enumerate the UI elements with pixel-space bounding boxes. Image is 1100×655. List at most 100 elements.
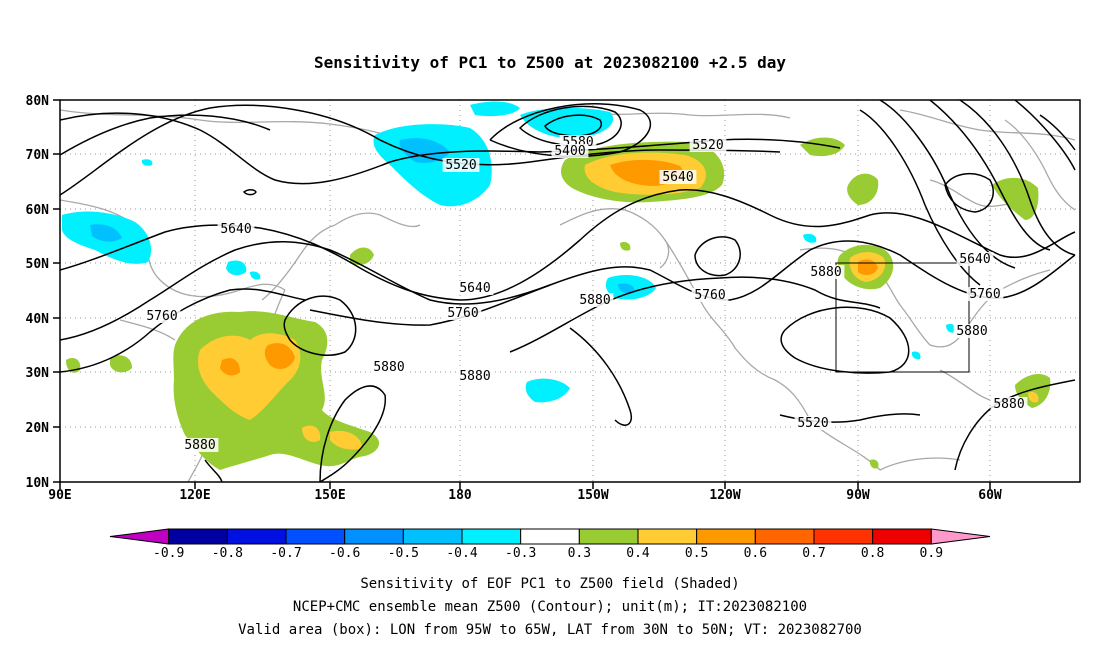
lat-label-30n: 30N — [26, 366, 50, 381]
colorbar-cell — [402, 528, 463, 545]
caption-line-3: Valid area (box): LON from 95W to 65W, L… — [238, 622, 862, 638]
lon-tick-labels: 90E 120E 150E 180 150W 120W 90W 60W — [48, 488, 1002, 503]
contour-label: 5880 — [459, 369, 490, 384]
colorbar-label: 0.4 — [626, 546, 650, 561]
contour-label: 5520 — [797, 416, 828, 431]
colorbar-cell — [578, 528, 639, 545]
contour-label-bg — [990, 397, 1028, 411]
colorbar-label: 0.5 — [685, 546, 708, 561]
contour-label: 5880 — [579, 293, 610, 308]
contour-label: 5880 — [993, 397, 1024, 412]
contour-label: 5880 — [810, 265, 841, 280]
colorbar-label: -0.7 — [270, 546, 301, 561]
colorbar-label: -0.8 — [212, 546, 243, 561]
colorbar-label: -0.5 — [388, 546, 419, 561]
contour-label: 5520 — [445, 158, 476, 173]
contour-label-bg — [456, 281, 494, 295]
contour-label: 5760 — [146, 309, 177, 324]
lat-label-20n: 20N — [26, 421, 50, 436]
colorbar-label: -0.3 — [505, 546, 536, 561]
contour-label-bg — [953, 324, 991, 338]
contour-label-bg — [576, 293, 614, 307]
colorbar-label: -0.9 — [153, 546, 184, 561]
lon-label-120e: 120E — [179, 488, 210, 503]
lon-label-90e: 90E — [48, 488, 71, 503]
caption-line-1: Sensitivity of EOF PC1 to Z500 field (Sh… — [360, 576, 739, 592]
lat-label-60n: 60N — [26, 203, 50, 218]
colorbar-label: 0.7 — [802, 546, 825, 561]
lon-label-150e: 150E — [314, 488, 345, 503]
lat-label-40n: 40N — [26, 312, 50, 327]
colorbar-cell — [813, 528, 874, 545]
contour-label-bg — [966, 287, 1004, 301]
contour-label: 5640 — [459, 281, 490, 296]
chart-title: Sensitivity of PC1 to Z500 at 2023082100… — [314, 53, 786, 72]
contour-label-bg — [143, 309, 181, 323]
colorbar-cell — [696, 528, 756, 545]
colorbar-max-extension — [930, 528, 991, 545]
colorbar-label: -0.4 — [446, 546, 477, 561]
lon-label-60w: 60W — [978, 488, 1002, 503]
lat-label-80n: 80N — [26, 94, 50, 109]
lon-label-90w: 90W — [846, 488, 870, 503]
contour-label: 5760 — [447, 306, 478, 321]
contour-label-bg — [794, 416, 832, 430]
contour-label: 5880 — [184, 438, 215, 453]
colorbar: -0.9 -0.8 -0.7 -0.6 -0.5 -0.4 -0.3 0.3 0.4 0.5 0.6… — [109, 528, 991, 561]
contour-label-bg — [442, 158, 480, 172]
colorbar-label: 0.9 — [920, 546, 943, 561]
colorbar-label: -0.6 — [329, 546, 360, 561]
contour-label: 5880 — [956, 324, 987, 339]
colorbar-cell — [461, 528, 522, 545]
captions: Sensitivity of EOF PC1 to Z500 field (Sh… — [238, 576, 862, 638]
colorbar-min-extension — [109, 528, 170, 545]
lon-label-180: 180 — [448, 488, 472, 503]
contour-label-bg — [691, 288, 729, 302]
tick-marks — [53, 99, 991, 489]
lon-label-150w: 150W — [577, 488, 608, 503]
contour-label-bg — [807, 265, 845, 279]
contour-label-bg — [456, 369, 494, 383]
colorbar-cell — [754, 528, 815, 545]
sensitivity-shading-positive — [66, 137, 1051, 470]
contour-label: 5760 — [969, 287, 1000, 302]
caption-line-2: NCEP+CMC ensemble mean Z500 (Contour); u… — [293, 599, 807, 615]
contour-label-bg — [181, 438, 219, 452]
contour-label-bg — [659, 170, 697, 184]
valid-area-box — [835, 262, 970, 373]
lat-label-50n: 50N — [26, 257, 50, 272]
colorbar-label: 0.8 — [861, 546, 884, 561]
colorbar-cell — [872, 528, 932, 545]
lat-label-70n: 70N — [26, 148, 50, 163]
contour-label-bg — [551, 144, 589, 158]
map-frame — [59, 99, 1081, 483]
colorbar-label: 0.3 — [568, 546, 591, 561]
colorbar-cell — [637, 528, 698, 545]
contour-label: 5760 — [694, 288, 725, 303]
contour-label-bg — [956, 252, 994, 266]
contour-label: 5640 — [220, 222, 251, 237]
contour-label-bg — [689, 138, 727, 152]
colorbar-cell — [285, 528, 346, 545]
colorbar-cell — [226, 528, 287, 545]
contour-label-bg — [217, 222, 255, 236]
colorbar-cell — [520, 528, 580, 545]
contour-label: 5520 — [692, 138, 723, 153]
lat-tick-labels: 80N 70N 60N 50N 40N 30N 20N 10N — [26, 94, 50, 491]
contour-label: 5640 — [662, 170, 693, 185]
colorbar-cell — [168, 528, 228, 545]
lat-label-10n: 10N — [26, 476, 50, 491]
sensitivity-shading-negative — [62, 101, 956, 403]
colorbar-cell — [344, 528, 404, 545]
contour-label-bg — [444, 306, 482, 320]
contour-label: 5880 — [373, 360, 404, 375]
lon-label-120w: 120W — [709, 488, 740, 503]
contour-label-bg — [370, 360, 408, 374]
contour-label: 5640 — [959, 252, 990, 267]
colorbar-label: 0.6 — [744, 546, 767, 561]
contour-label: 5400 — [554, 144, 585, 159]
